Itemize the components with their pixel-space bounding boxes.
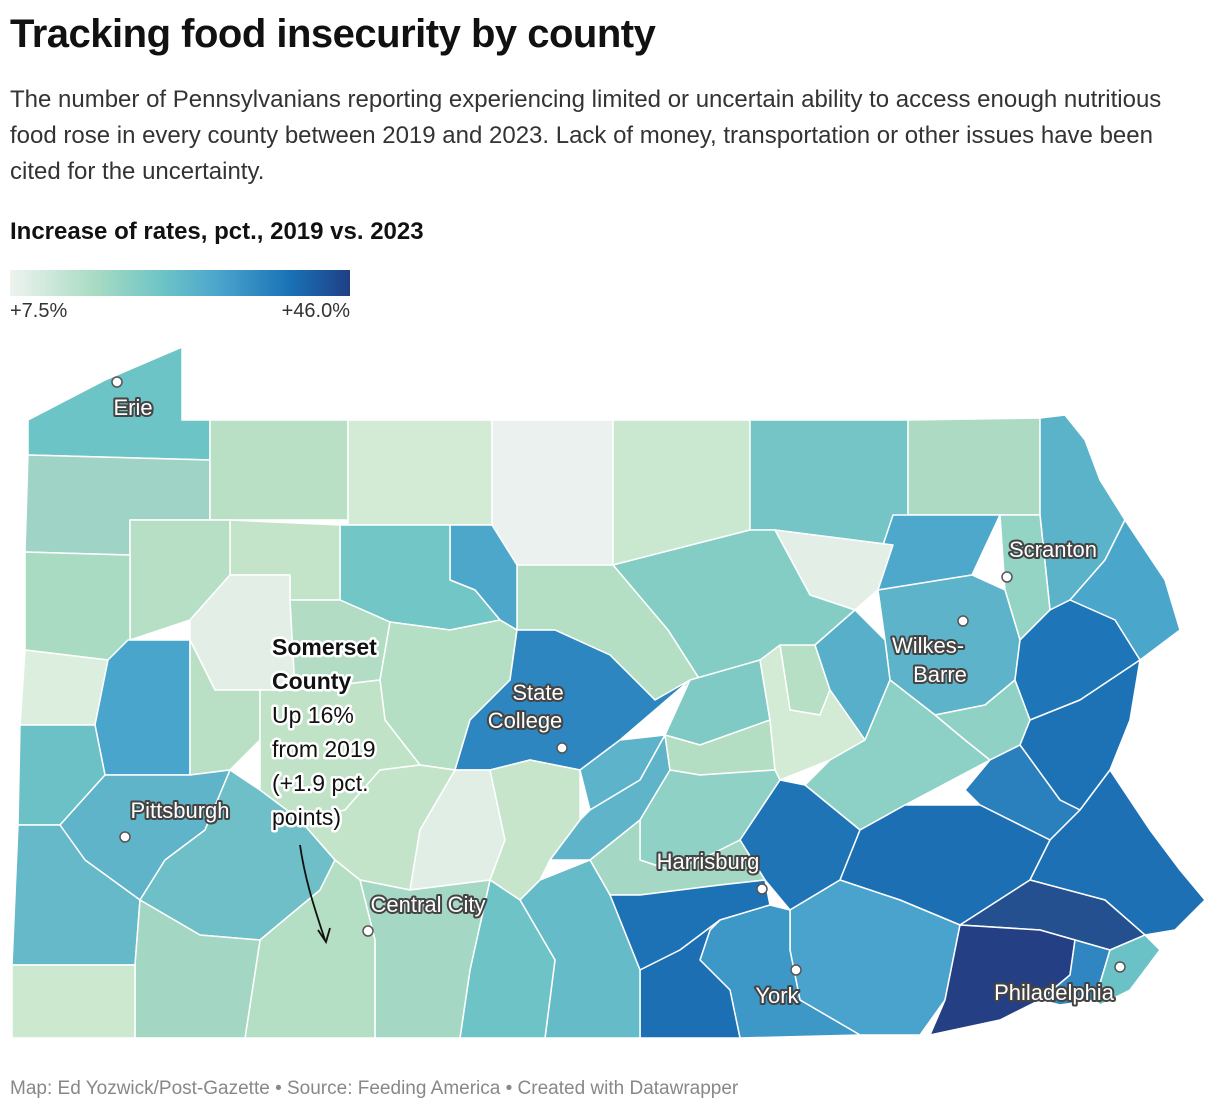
city-dot-wilkes-barre [957,615,969,627]
county-somerset [244,859,376,1039]
city-label-philadelphia: Philadelphia [994,980,1115,1005]
city-label-york: York [755,983,799,1008]
county-bradford [749,419,909,546]
annotation-arrow [299,844,326,941]
annotation-detail-3: (+1.9 pct. [272,770,369,796]
annotation-detail-2: from 2019 [272,736,376,762]
city-label-state-college-2: College [488,708,563,733]
annotation-detail-4: points) [272,804,341,830]
city-dot-central-city [362,925,374,937]
legend-title: Increase of rates, pct., 2019 vs. 2023 [10,218,424,245]
annotation-county-2: County [272,668,351,694]
city-label-wilkes-barre-1: Wilkes- [892,633,964,658]
city-dot-philadelphia [1114,961,1126,973]
county-warren [209,419,349,521]
city-dot-scranton [1001,571,1013,583]
annotation-arrowhead [317,927,331,945]
city-label-scranton: Scranton [1009,537,1097,562]
city-dot-york [790,964,802,976]
city-dot-pittsburgh [119,831,131,843]
city-dot-harrisburg [756,883,768,895]
city-dot-erie [111,376,123,388]
city-label-pittsburgh: Pittsburgh [130,798,229,823]
city-label-erie: Erie [113,395,152,420]
city-label-wilkes-barre-2: Barre [913,662,967,687]
county-butler [94,639,191,776]
chart-title: Tracking food insecurity by county [10,12,656,56]
county-lawrence [19,649,109,726]
chart-description: The number of Pennsylvanians reporting e… [10,86,1162,185]
county-philadelphia [1094,934,1161,1006]
county-susquehanna [907,417,1041,516]
city-dot-state-college [556,742,568,754]
legend-max-label: +46.0% [281,300,350,322]
county-greene [11,964,136,1039]
annotation-detail-1: Up 16% [272,702,354,728]
legend-color-scale [10,270,350,296]
county-potter [491,419,614,566]
footer-credits: Map: Ed Yozwick/Post-Gazette • Source: F… [10,1078,739,1099]
county-mckean [347,419,493,526]
city-label-central-city: Central City [371,892,486,917]
county-huntingdon [489,759,581,901]
city-label-state-college-1: State [512,680,563,705]
legend-min-label: +7.5% [10,300,68,322]
annotation-county-1: Somerset [272,634,377,660]
city-label-harrisburg: Harrisburg [657,849,760,874]
county-mercer [24,551,131,661]
county-adams [639,919,741,1039]
